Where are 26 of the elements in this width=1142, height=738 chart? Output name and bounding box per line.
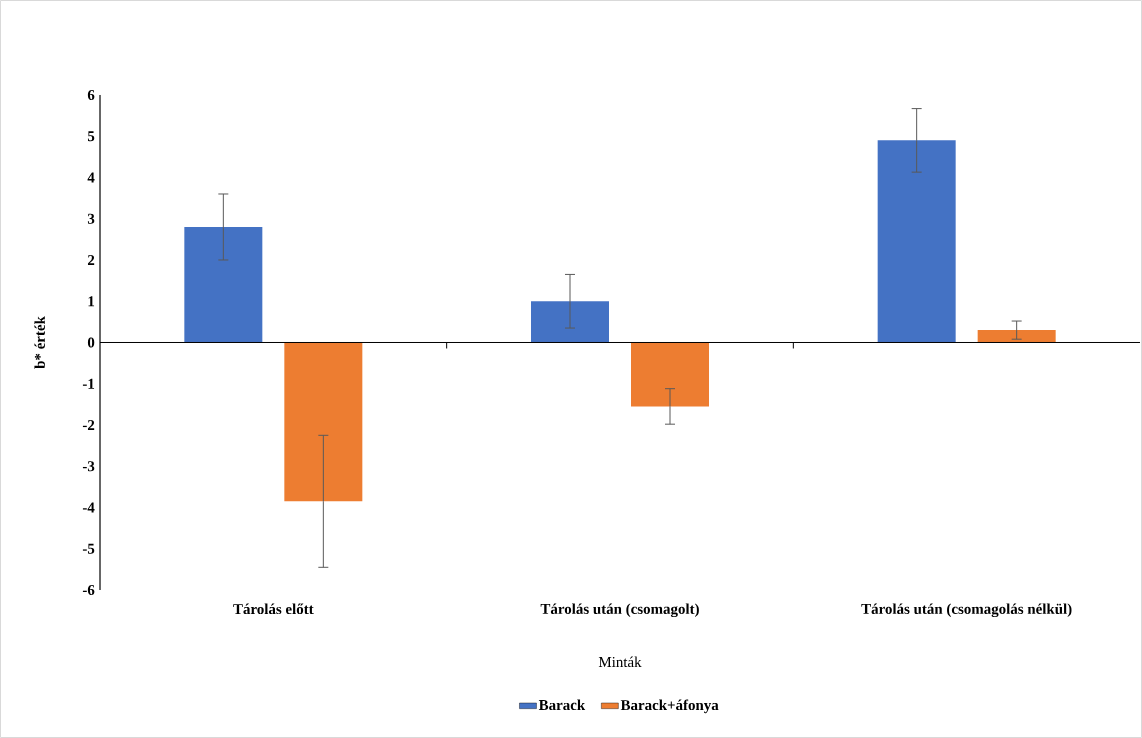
y-tick-label: -2 <box>82 420 95 430</box>
x-tick-label: Tárolás előtt <box>233 603 314 615</box>
x-axis-title: Minták <box>598 656 642 668</box>
x-tick-label: Tárolás után (csomagolás nélkül) <box>861 603 1072 618</box>
bar <box>531 301 609 343</box>
y-tick-label: 1 <box>88 296 95 307</box>
y-tick-label: 2 <box>87 255 95 265</box>
bar <box>877 140 956 343</box>
y-tick-label: -3 <box>82 461 95 472</box>
x-tick-label: Tárolás után (csomagolt) <box>540 603 699 618</box>
bar <box>631 342 709 407</box>
y-tick-label: 4 <box>87 172 95 183</box>
legend-label: Barack <box>538 699 586 711</box>
y-tick-label: 3 <box>87 213 95 224</box>
y-tick-label: -5 <box>82 543 95 554</box>
bar <box>977 330 1056 343</box>
y-tick-label: -1 <box>82 378 95 389</box>
bar <box>184 226 263 343</box>
y-tick-label: 5 <box>87 131 95 142</box>
bar <box>284 342 363 502</box>
y-tick-label: -4 <box>82 502 95 513</box>
legend-label: Barack+áfonya <box>620 699 719 714</box>
y-axis-title: b* érték <box>34 316 45 369</box>
y-tick-label: 6 <box>87 89 95 101</box>
y-tick-label: -6 <box>82 584 95 596</box>
y-tick-label: 0 <box>87 337 95 348</box>
